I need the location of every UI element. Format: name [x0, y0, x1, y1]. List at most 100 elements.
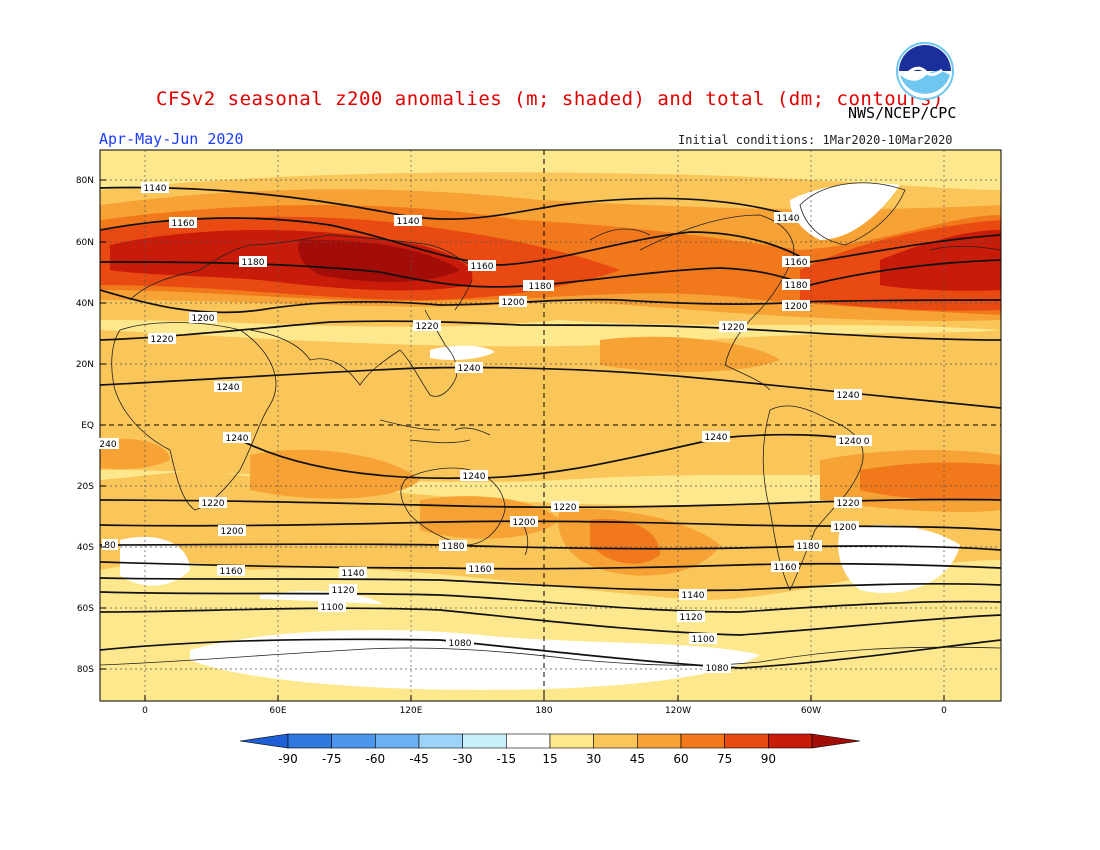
contour-1220 — [100, 320, 1001, 341]
colorbar-tick-label: 60 — [673, 752, 688, 766]
lat-label: 80S — [77, 665, 94, 675]
contour-label: 1140 — [141, 182, 169, 194]
svg-text:80: 80 — [104, 541, 116, 551]
contour-label: 1240 — [460, 470, 488, 482]
svg-text:1100: 1100 — [692, 635, 715, 645]
contour-label: 1200 — [831, 521, 859, 533]
coastlines — [100, 182, 1001, 666]
contour-1140-north — [100, 186, 791, 220]
colorbar-swatch — [768, 733, 813, 749]
colorbar-swatch — [593, 733, 638, 749]
contour-1160 — [100, 217, 1001, 266]
shade-antarctic-white — [190, 630, 760, 690]
contour-label: 240 — [97, 438, 119, 450]
latitude-axis: 80N 60N 40N 20N EQ 20S 40S 60S 80S — [76, 176, 106, 675]
colorbar-swatch — [331, 733, 376, 749]
lat-label: EQ — [81, 421, 94, 431]
longitude-axis: 0 60E 120E 180 120W 60W 0 — [142, 695, 947, 716]
shade-sh-atl-60 — [860, 462, 1001, 501]
contour-label: 1180 — [794, 540, 822, 552]
contour-label: 1160 — [466, 563, 494, 575]
svg-text:1180: 1180 — [442, 542, 465, 552]
lat-label: 80N — [76, 176, 94, 186]
contour-label: 1160 — [771, 561, 799, 573]
coast-alaska — [589, 228, 651, 241]
lat-label: 20N — [76, 360, 94, 370]
contour-label: 1120 — [329, 584, 357, 596]
contour-label: 1180 — [239, 256, 267, 268]
lat-label: 20S — [77, 482, 94, 492]
contour-label: 1200 — [782, 300, 810, 312]
contour-label: 1160 — [217, 565, 245, 577]
colorbar-tick-label: 15 — [542, 752, 557, 766]
contour-label: 1200 — [510, 516, 538, 528]
svg-text:1160: 1160 — [785, 258, 808, 268]
colorbar-swatch — [375, 733, 420, 749]
svg-text:1140: 1140 — [777, 214, 800, 224]
svg-text:1160: 1160 — [469, 565, 492, 575]
coast-antarctica — [100, 646, 1001, 666]
contour-label: 1140 — [774, 212, 802, 224]
contour-label: 1220 — [719, 321, 747, 333]
contour-label: 1100 — [318, 601, 346, 613]
colorbar-tick-label: 90 — [761, 752, 776, 766]
contour-label: 1200 — [218, 525, 246, 537]
svg-text:1240: 1240 — [217, 383, 240, 393]
svg-text:1160: 1160 — [220, 567, 243, 577]
chart-title: CFSv2 seasonal z200 anomalies (m; shaded… — [156, 88, 944, 110]
svg-text:1140: 1140 — [682, 591, 705, 601]
contour-label: 1220 — [834, 497, 862, 509]
shade-pac-white — [430, 345, 495, 360]
shade-tropical-band — [100, 330, 1001, 483]
svg-text:1220: 1220 — [151, 335, 174, 345]
shade-pac-60 — [590, 519, 660, 564]
coast-arabia-india — [249, 329, 401, 386]
shade-sh-white-3 — [120, 536, 190, 586]
anomaly-shading — [100, 172, 1001, 690]
svg-text:1220: 1220 — [202, 499, 225, 509]
colorbar-swatch — [680, 733, 725, 749]
lon-label: 60E — [269, 706, 286, 716]
svg-text:1160: 1160 — [471, 262, 494, 272]
svg-text:1240: 1240 — [458, 364, 481, 374]
svg-text:1240: 1240 — [226, 434, 249, 444]
svg-text:1220: 1220 — [554, 503, 577, 513]
lon-label: 0 — [941, 706, 947, 716]
svg-text:1240: 1240 — [839, 437, 862, 447]
contour-1200-south — [100, 520, 1001, 531]
svg-text:1220: 1220 — [416, 322, 439, 332]
contour-label: 1240 — [834, 389, 862, 401]
shade-greenland-white — [790, 183, 900, 240]
svg-text:1140: 1140 — [397, 217, 420, 227]
svg-text:1120: 1120 — [680, 613, 703, 623]
svg-text:1080: 1080 — [706, 664, 729, 674]
coast-australia — [400, 467, 506, 546]
svg-text:1080: 1080 — [449, 639, 472, 649]
svg-text:1200: 1200 — [513, 518, 536, 528]
coast-indonesia — [379, 419, 491, 444]
coast-europe — [129, 234, 471, 301]
svg-text:1200: 1200 — [192, 314, 215, 324]
lon-label: 120E — [400, 706, 423, 716]
svg-text:1200: 1200 — [785, 302, 808, 312]
colorbar-swatch — [549, 733, 594, 749]
lat-label: 60N — [76, 238, 94, 248]
colorbar-tick-label: -90 — [278, 752, 298, 766]
coast-north-america — [639, 214, 795, 391]
contour-label: 1080 — [703, 662, 731, 674]
contour-label: 1160 — [169, 217, 197, 229]
colorbar-tick-label: -45 — [409, 752, 429, 766]
shade-sh-white-2 — [838, 525, 960, 593]
contour-label: 1240 — [702, 431, 730, 443]
lat-label: 40S — [77, 543, 94, 553]
contour-label: 1180 — [439, 540, 467, 552]
shade-nh-max — [298, 239, 460, 282]
colorbar-swatch — [637, 733, 682, 749]
colorbar-tick-label: -30 — [453, 752, 473, 766]
svg-text:1240: 1240 — [705, 433, 728, 443]
contour-label: 1240 — [836, 435, 864, 447]
contour-label: 1220 — [413, 320, 441, 332]
lon-label: 0 — [142, 706, 148, 716]
initial-conditions-label: Initial conditions: 1Mar2020-10Mar2020 — [678, 133, 953, 147]
